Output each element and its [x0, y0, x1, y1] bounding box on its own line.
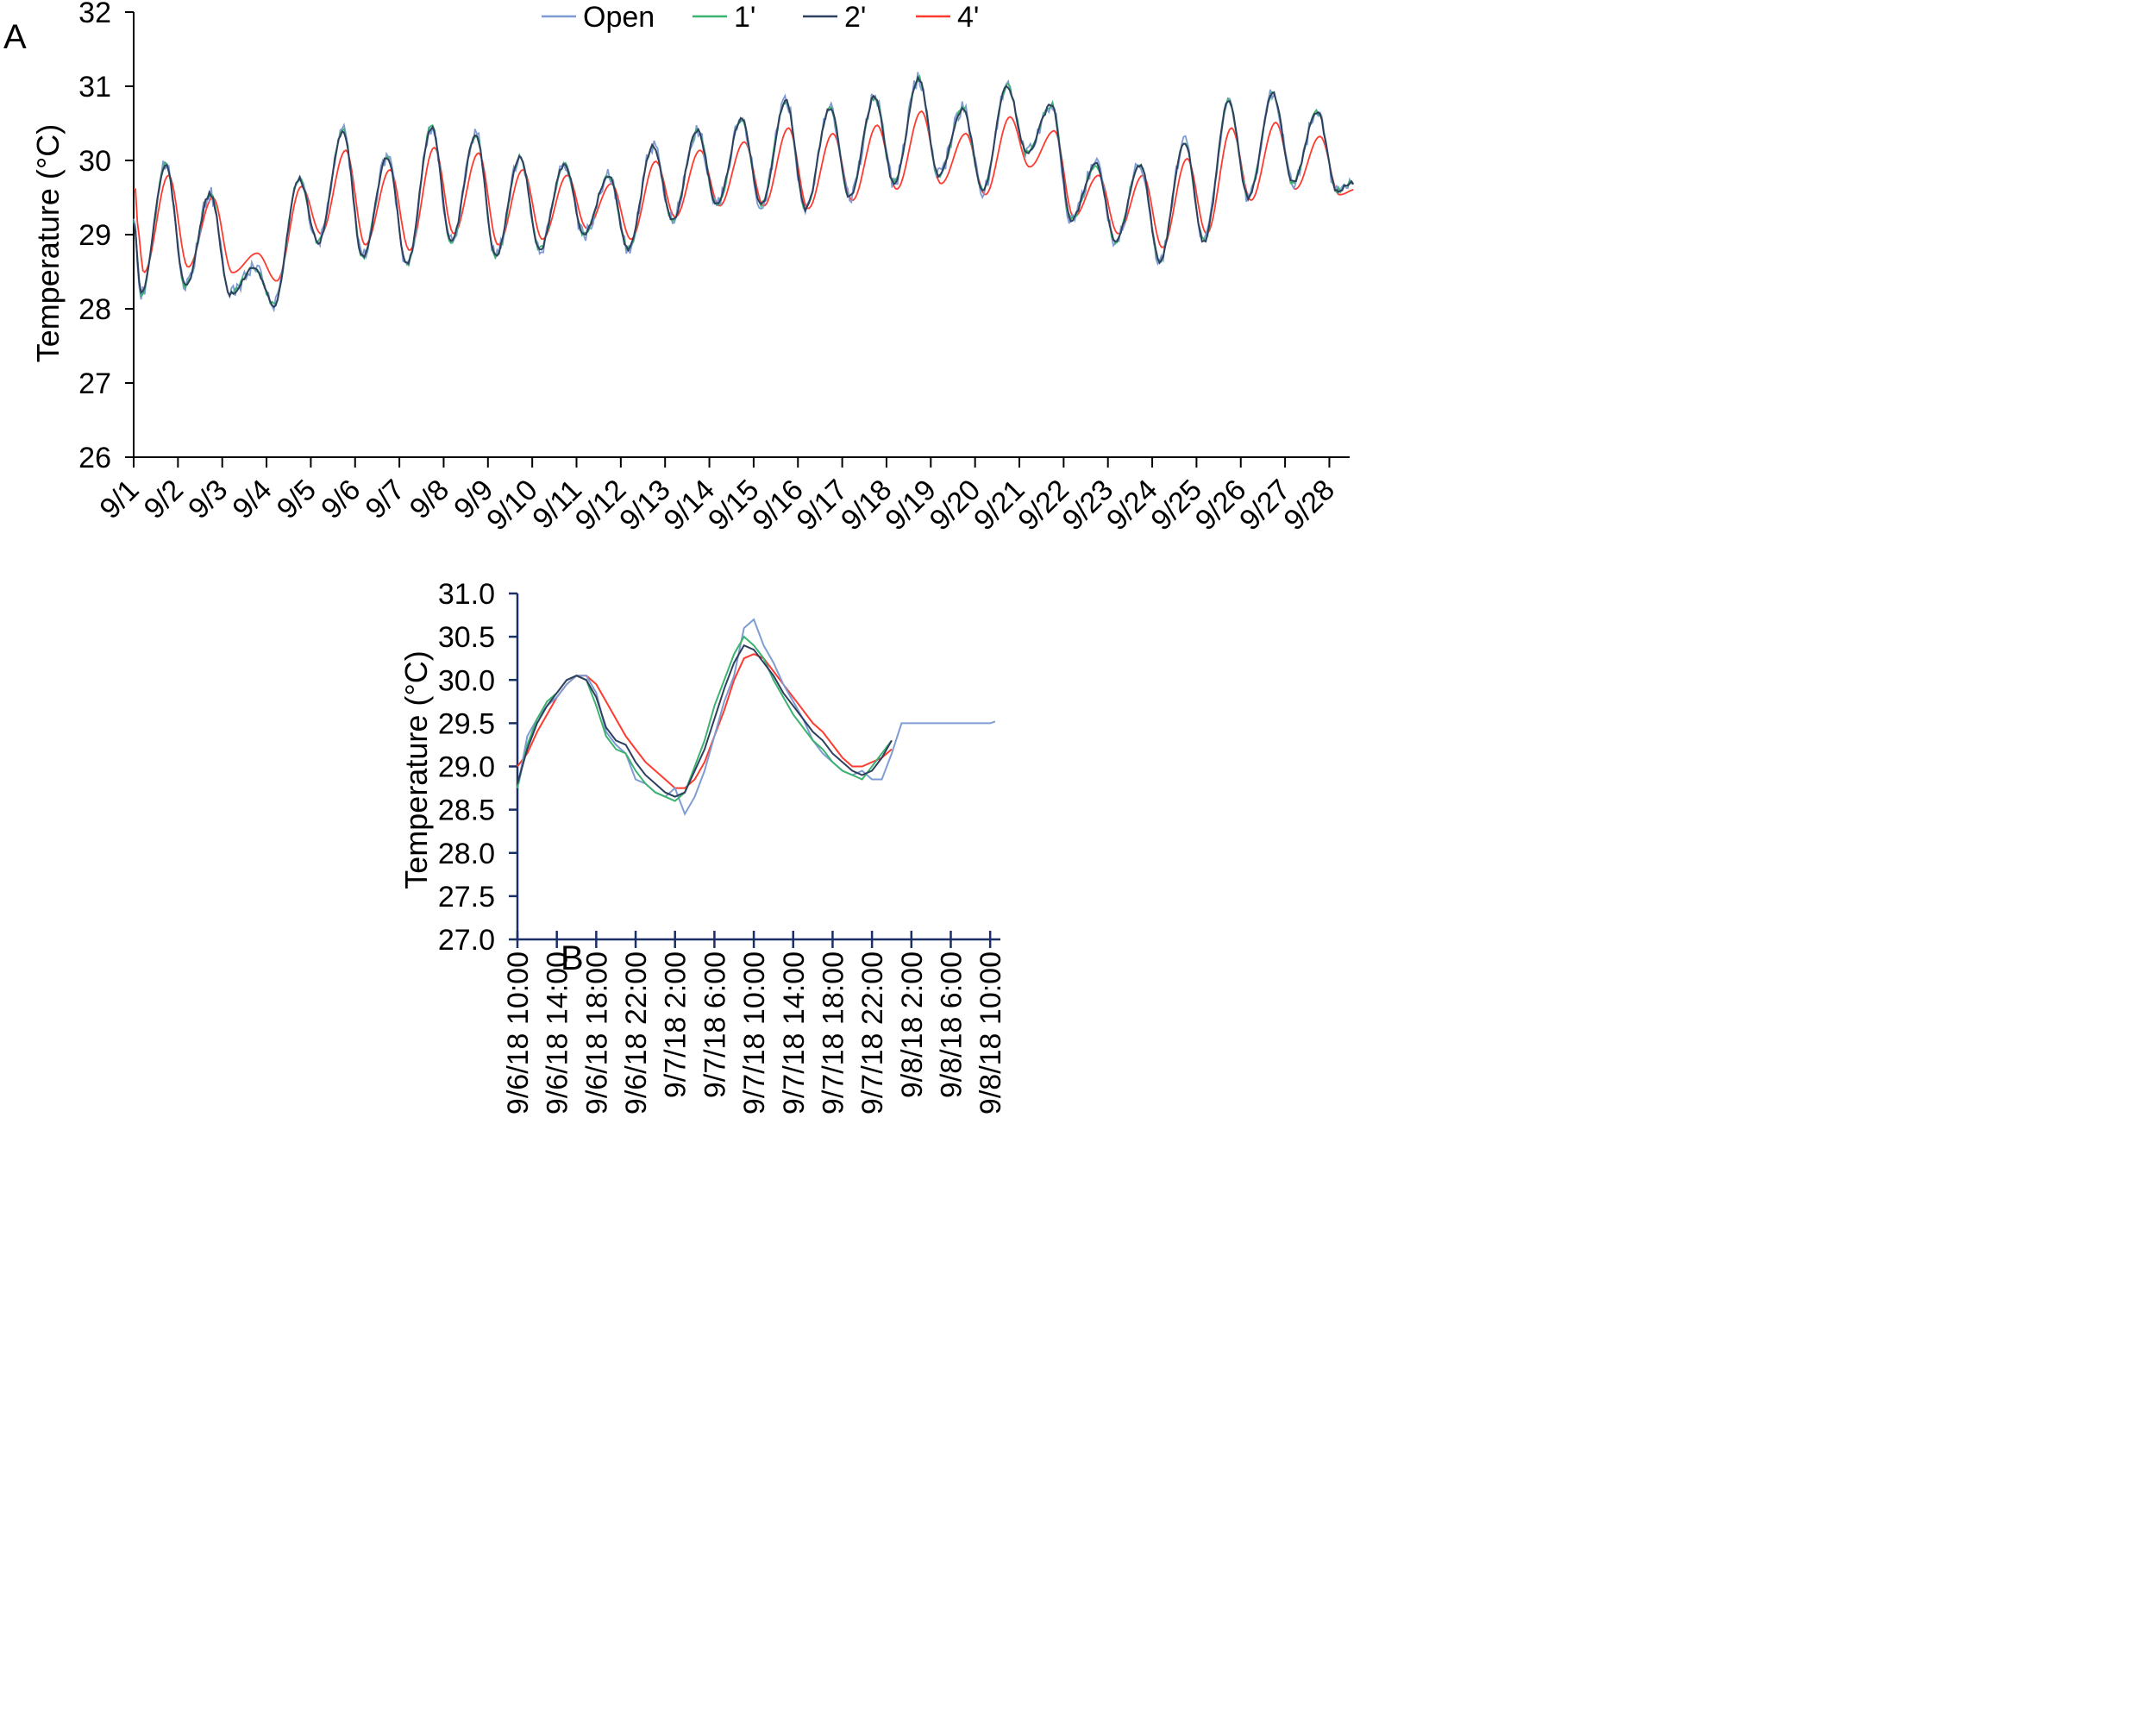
legend-label-0: Open [583, 1, 655, 34]
b-y-tick-label: 27.0 [438, 924, 495, 957]
b-x-tick-label: 9/7/18 14:00 [778, 951, 811, 1115]
b-series-line-1ft [517, 635, 893, 802]
b-y-tick-label: 29.0 [438, 751, 495, 784]
b-x-tick-label: 9/7/18 18:00 [817, 951, 849, 1115]
a-x-tick-label: 9/4 [226, 474, 278, 525]
b-x-tick-label: 9/8/18 10:00 [975, 951, 1007, 1115]
b-y-tick-label: 31.0 [438, 578, 495, 611]
b-y-tick-label: 28.0 [438, 838, 495, 870]
b-x-tick-label: 9/7/18 2:00 [660, 951, 693, 1098]
a-x-tick-label: 9/7 [359, 474, 411, 525]
a-y-tick-label: 30 [78, 145, 111, 178]
b-x-tick-label: 9/8/18 2:00 [896, 951, 929, 1098]
a-y-tick-label: 27 [78, 367, 111, 400]
a-y-tick-label: 29 [78, 219, 111, 252]
b-x-tick-label: 9/6/18 18:00 [580, 951, 613, 1115]
panel-b-chart: 27.0 27.5 28.0 28.5 29.0 29.5 30.0 30.5 31.0 9/6/… [398, 578, 1007, 1115]
a-x-tick-label: 9/2 [138, 474, 190, 525]
a-y-tick-label: 31 [78, 71, 111, 104]
panel-a-chart: 26 27 28 29 30 31 32 9/19/29/39/49/59/69/79/8 9/… [30, 0, 1355, 537]
legend-label-3: 4' [957, 1, 979, 34]
a-y-tick-label: 28 [78, 293, 111, 326]
b-x-tick-label: 9/6/18 10:00 [502, 951, 535, 1115]
b-x-tick-label: 9/7/18 10:00 [738, 951, 771, 1115]
legend-label-2: 2' [844, 1, 866, 34]
a-series-line-4ft [134, 110, 1354, 282]
a-y-axis-title: Temperature (°C) [30, 124, 66, 362]
b-x-tick-label: 9/7/18 6:00 [699, 951, 731, 1098]
a-series-line-2ft [133, 75, 1355, 309]
b-series-line-open [517, 618, 996, 816]
b-y-tick-label: 29.5 [438, 707, 495, 740]
b-x-tick-label: 9/7/18 22:00 [856, 951, 889, 1115]
b-y-axis-title: Temperature (°C) [398, 650, 434, 888]
a-x-tick-label: 9/1 [93, 474, 145, 525]
b-x-tick-label: 9/8/18 6:00 [935, 951, 968, 1098]
b-y-tick-label: 28.5 [438, 794, 495, 827]
a-x-tick-label: 9/8 [404, 474, 455, 525]
b-y-tick-label: 27.5 [438, 881, 495, 914]
a-series-line-1ft [133, 74, 1354, 305]
a-x-tick-label: 9/28 [1277, 474, 1341, 537]
b-x-tick-label: 9/6/18 14:00 [542, 951, 574, 1115]
a-legend: Open 1' 2' 4' [542, 1, 979, 34]
a-y-tick-label: 32 [78, 0, 111, 29]
a-y-tick-label: 26 [78, 442, 111, 474]
legend-label-1: 1' [734, 1, 755, 34]
panel-b-label: B [561, 939, 584, 977]
b-series-line-2ft [517, 644, 893, 798]
a-series-line-open [133, 72, 1354, 313]
a-x-tick-label: 9/5 [271, 474, 323, 525]
a-x-tick-label: 9/3 [182, 474, 234, 525]
b-y-tick-label: 30.0 [438, 664, 495, 697]
b-x-tick-label: 9/6/18 22:00 [620, 951, 653, 1115]
a-x-tick-label: 9/6 [315, 474, 367, 525]
panel-a-label: A [3, 18, 27, 56]
b-y-tick-label: 30.5 [438, 621, 495, 654]
